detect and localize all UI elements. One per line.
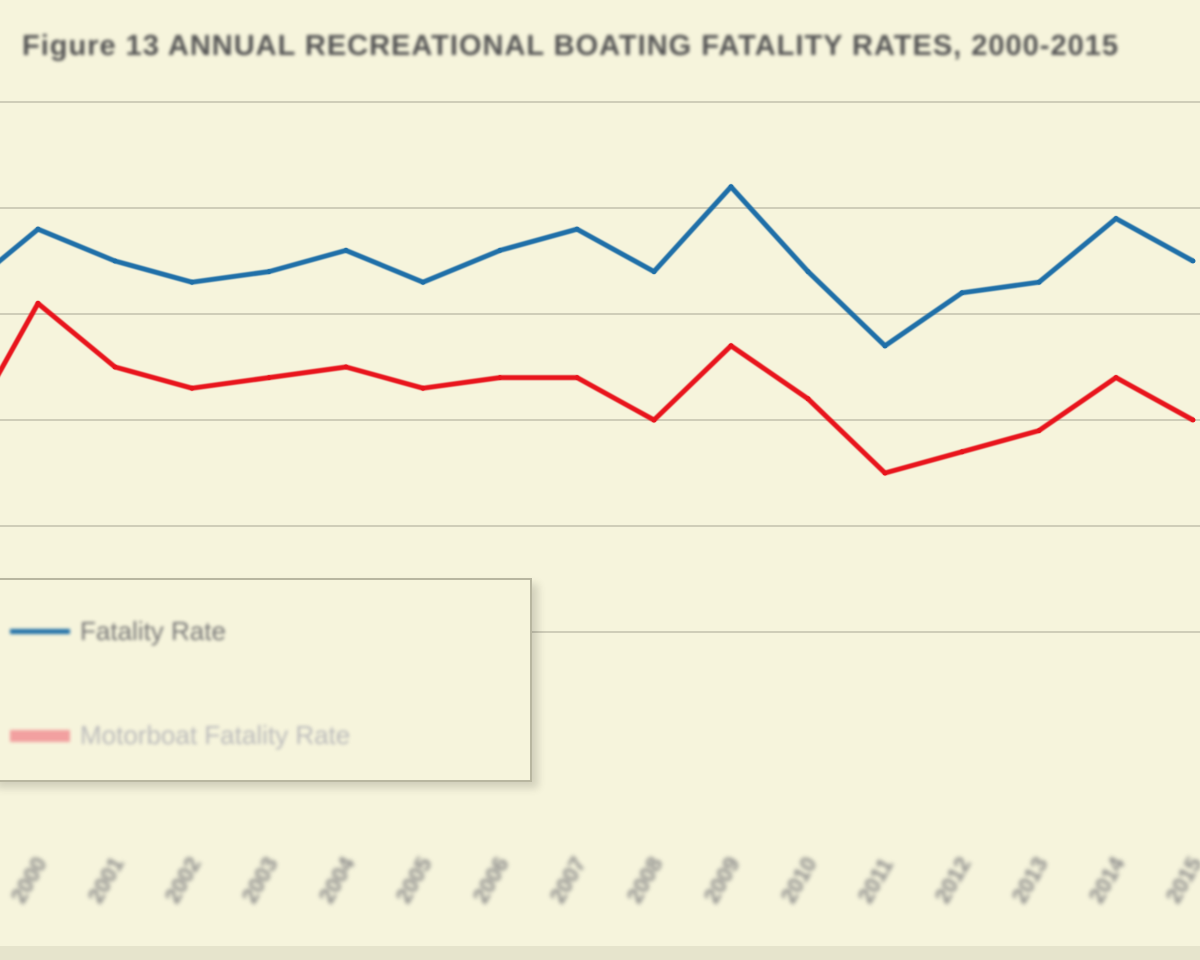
legend-label: Motorboat Fatality Rate bbox=[80, 720, 351, 750]
legend: Fatality Rate Motorboat Fatality Rate bbox=[0, 578, 532, 782]
x-tick-label: 2002 bbox=[160, 853, 206, 908]
data-point bbox=[343, 247, 349, 253]
data-point bbox=[420, 385, 426, 391]
legend-item-motorboat-fatality-rate: Motorboat Fatality Rate bbox=[10, 720, 350, 751]
chart-title: Figure 13 ANNUAL RECREATIONAL BOATING FA… bbox=[22, 30, 1119, 62]
data-point bbox=[805, 269, 811, 275]
x-tick-label: 2007 bbox=[545, 853, 591, 908]
data-point bbox=[882, 343, 888, 349]
data-point bbox=[266, 375, 272, 381]
data-point bbox=[266, 269, 272, 275]
x-tick-label: 2010 bbox=[776, 853, 822, 908]
x-tick-label: 2000 bbox=[6, 853, 52, 908]
legend-swatch bbox=[10, 729, 70, 742]
data-point bbox=[805, 396, 811, 402]
data-point bbox=[882, 470, 888, 476]
legend-label: Fatality Rate bbox=[80, 616, 226, 646]
data-point bbox=[497, 247, 503, 253]
x-tick-label: 2013 bbox=[1007, 853, 1053, 908]
series-line-motorboat-fatality-rate bbox=[0, 300, 1195, 476]
x-tick-label: 2012 bbox=[930, 853, 976, 908]
legend-swatch bbox=[10, 629, 70, 634]
data-point bbox=[1113, 375, 1119, 381]
x-tick-label: 2014 bbox=[1084, 852, 1131, 908]
data-point bbox=[1036, 279, 1042, 285]
data-point bbox=[1113, 216, 1119, 222]
data-point bbox=[189, 279, 195, 285]
data-point bbox=[574, 226, 580, 232]
x-tick-label: 2001 bbox=[83, 853, 129, 908]
data-point bbox=[497, 375, 503, 381]
data-point bbox=[651, 417, 657, 423]
data-point bbox=[343, 364, 349, 370]
data-point bbox=[574, 375, 580, 381]
x-tick-label: 2005 bbox=[391, 853, 437, 908]
x-tick-label: 2006 bbox=[468, 853, 514, 908]
data-point bbox=[651, 269, 657, 275]
data-point bbox=[189, 385, 195, 391]
series-line-fatality-rate bbox=[0, 184, 1195, 349]
data-point bbox=[728, 184, 734, 190]
data-point bbox=[35, 226, 41, 232]
data-point bbox=[112, 258, 118, 264]
data-point bbox=[1036, 428, 1042, 434]
data-point bbox=[1190, 258, 1196, 264]
bottom-border bbox=[0, 946, 1200, 960]
data-point bbox=[959, 290, 965, 296]
data-point bbox=[728, 343, 734, 349]
x-tick-label: 2011 bbox=[853, 854, 899, 908]
x-tick-label: 2008 bbox=[622, 853, 668, 908]
x-tick-label: 2003 bbox=[237, 853, 283, 908]
x-tick-label: 2015 bbox=[1161, 853, 1200, 908]
x-tick-label: 2009 bbox=[699, 853, 745, 908]
legend-item-fatality-rate: Fatality Rate bbox=[10, 616, 226, 647]
data-point bbox=[1190, 417, 1196, 423]
data-point bbox=[420, 279, 426, 285]
data-point bbox=[35, 300, 41, 306]
data-point bbox=[112, 364, 118, 370]
x-tick-label: 2004 bbox=[314, 852, 361, 908]
data-point bbox=[959, 449, 965, 455]
